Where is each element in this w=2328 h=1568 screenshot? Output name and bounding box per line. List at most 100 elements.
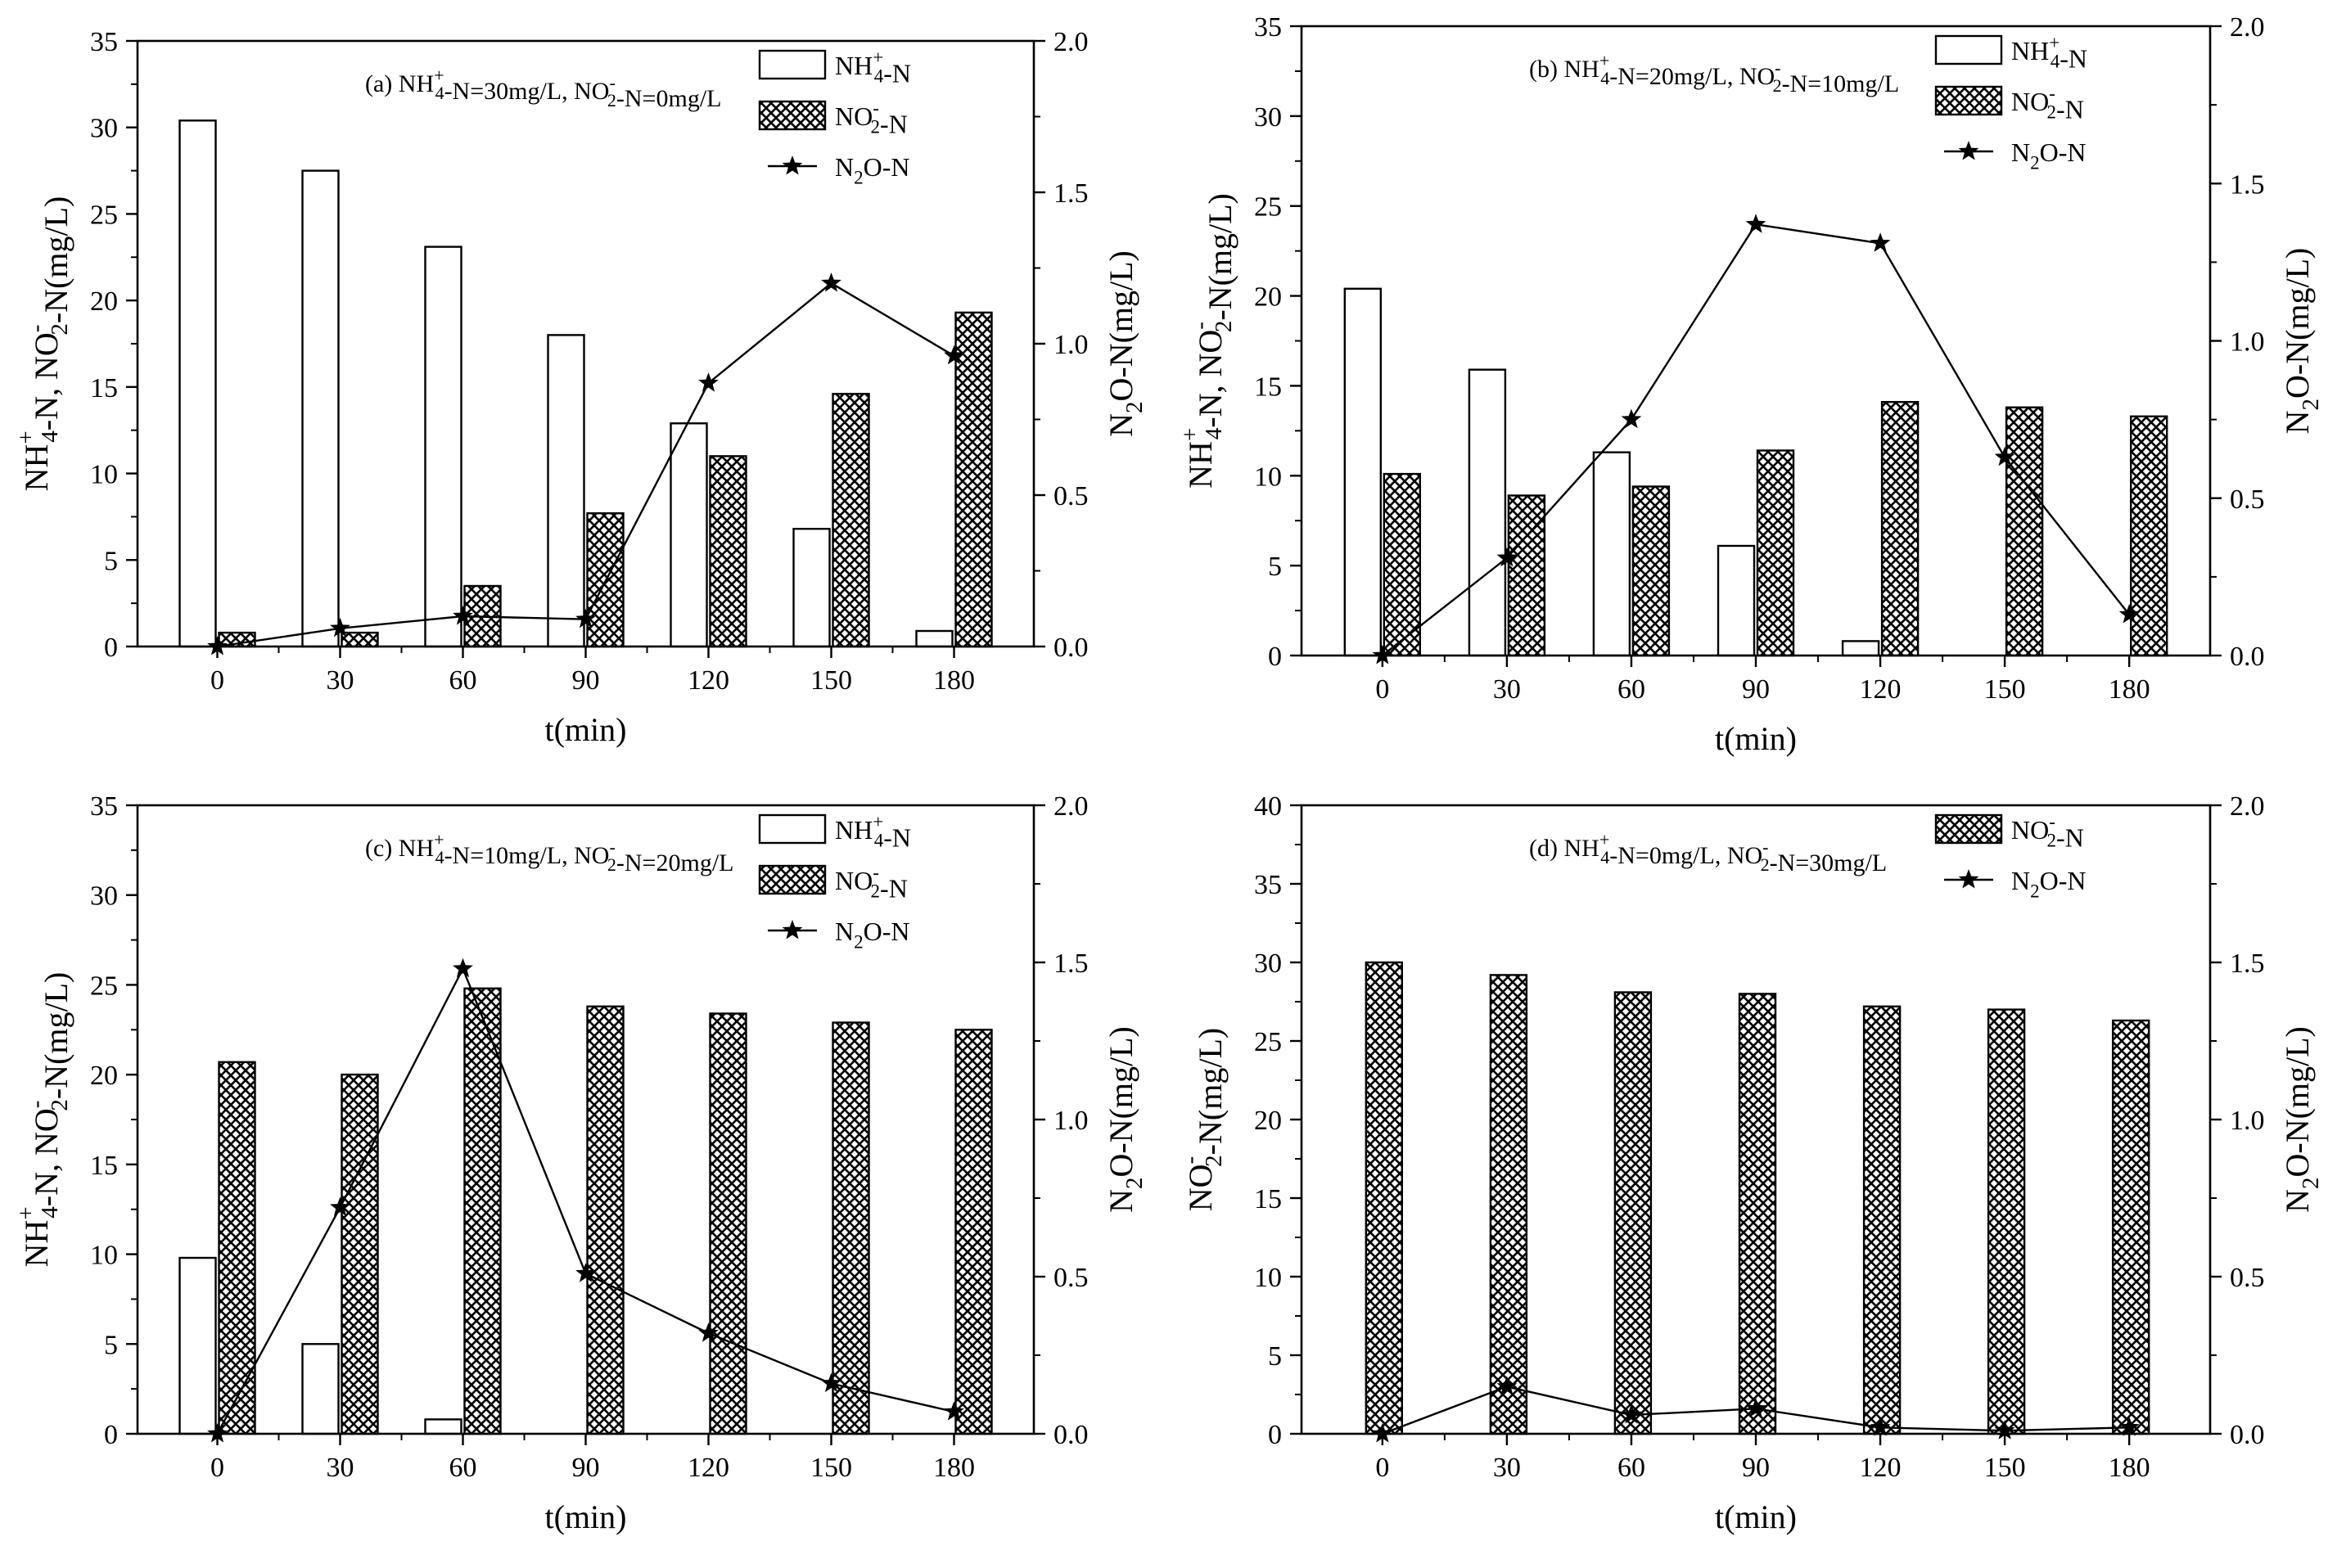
left-tick-label: 20 <box>1254 282 1282 313</box>
legend-label: NO-2-N <box>2011 83 2084 124</box>
x-tick-label: 120 <box>688 1453 729 1483</box>
x-axis-title: t(min) <box>1715 720 1797 757</box>
n2o-point-60 <box>453 957 473 978</box>
nitrite-bar-30 <box>1507 494 1546 657</box>
legend-swatch-ammonium <box>1934 34 2003 65</box>
ammonium-bar-0 <box>1343 287 1383 657</box>
x-tick-label: 90 <box>1742 1453 1770 1483</box>
legend-swatch-nitrite <box>1934 813 2003 845</box>
n2o-point-150 <box>1994 1420 2015 1440</box>
nitrite-bar-60 <box>463 987 502 1435</box>
legend-swatch-ammonium <box>758 49 827 80</box>
ammonium-bar-30 <box>301 1343 340 1435</box>
x-tick-label: 0 <box>210 1453 224 1483</box>
x-tick-label: 60 <box>1617 1453 1645 1483</box>
panel-annotation: (c) NH+ 4-N=10mg/L, NO-2-N=20mg/L <box>365 829 733 876</box>
nitrite-bar-180 <box>2129 415 2168 657</box>
legend-swatch-nitrite <box>758 864 827 895</box>
n2o-point-120 <box>1870 232 1891 252</box>
ammonium-bar-0 <box>178 1256 217 1435</box>
x-tick-label: 120 <box>1860 1453 1902 1483</box>
x-axis-title: t(min) <box>545 1498 627 1535</box>
nitrite-bar-150 <box>2005 406 2044 657</box>
nitrite-bar-90 <box>586 1005 625 1435</box>
legend-label: NO-2-N <box>835 98 908 139</box>
legend-label: N2O-N <box>835 152 909 188</box>
n2o-point-30 <box>330 1196 350 1216</box>
right-tick-label: 1.0 <box>1053 1106 1089 1136</box>
right-tick-label: 0.5 <box>2230 1263 2265 1293</box>
ammonium-bar-30 <box>1468 368 1507 657</box>
ammonium-bar-120 <box>1841 640 1880 657</box>
left-tick-label: 25 <box>1254 192 1282 223</box>
legend-label: N2O-N <box>835 917 909 953</box>
right-tick-label: 1.0 <box>2230 327 2265 358</box>
left-axis-title: NH+4-N, NO-2-N(mg/L) <box>13 196 74 492</box>
n2o-point-30 <box>330 617 350 638</box>
left-tick-label: 25 <box>90 200 118 230</box>
x-tick-label: 150 <box>810 1453 852 1483</box>
left-tick-label: 30 <box>1254 102 1282 133</box>
left-tick-label: 35 <box>1254 12 1282 43</box>
nitrite-bar-120 <box>709 1012 747 1435</box>
left-tick-label: 20 <box>90 286 118 317</box>
nitrite-bar-120 <box>709 455 747 648</box>
left-tick-label: 30 <box>90 114 118 144</box>
left-axis-title: NH+4-N, NO-2-N(mg/L) <box>13 972 74 1268</box>
left-axis-title: NH+4-N, NO-2-N(mg/L) <box>1177 193 1238 489</box>
n2o-point-180 <box>944 345 964 365</box>
x-tick-label: 90 <box>572 665 600 696</box>
left-tick-label: 15 <box>90 373 118 403</box>
right-tick-label: 2.0 <box>1053 27 1089 57</box>
n2o-point-90 <box>575 1263 596 1282</box>
n2o-point-180 <box>2118 604 2140 624</box>
x-tick-label: 120 <box>1860 674 1902 705</box>
right-tick-label: 0.5 <box>1053 1263 1089 1293</box>
x-tick-label: 0 <box>210 665 224 696</box>
left-tick-label: 10 <box>1254 1263 1282 1293</box>
left-tick-label: 30 <box>1254 948 1282 979</box>
n2o-point-60 <box>1621 408 1642 429</box>
x-tick-label: 180 <box>933 665 975 696</box>
x-tick-label: 180 <box>2109 1453 2150 1483</box>
n2o-point-120 <box>698 372 719 392</box>
left-tick-label: 0 <box>104 1420 118 1450</box>
legend-swatch-nitrite <box>1934 85 2003 116</box>
right-tick-label: 0.0 <box>1053 633 1089 663</box>
right-tick-label: 0.0 <box>1053 1420 1089 1450</box>
right-axis-title: N2O-N(mg/L) <box>1103 250 1148 437</box>
x-tick-label: 30 <box>327 1453 354 1483</box>
left-tick-label: 0 <box>104 633 118 663</box>
right-tick-label: 2.0 <box>2230 791 2265 822</box>
x-tick-label: 90 <box>1742 674 1770 705</box>
panel-annotation: (a) NH+ 4-N=30mg/L, NO-2-N=0mg/L <box>365 65 721 112</box>
x-axis-title: t(min) <box>545 711 627 748</box>
legend-label: N2O-N <box>2011 137 2086 173</box>
n2o-point-30 <box>1496 1376 1518 1395</box>
nitrite-bar-90 <box>1738 993 1777 1435</box>
panel-annotation: (b) NH+ 4-N=20mg/L, NO-2-N=10mg/L <box>1529 50 1899 97</box>
right-axis-title: N2O-N(mg/L) <box>1103 1026 1148 1213</box>
x-tick-label: 180 <box>933 1453 975 1483</box>
x-tick-label: 0 <box>1375 674 1389 705</box>
nitrite-bar-30 <box>341 1073 379 1435</box>
right-tick-label: 1.0 <box>1053 330 1089 360</box>
x-tick-label: 90 <box>572 1453 600 1483</box>
n2o-point-90 <box>1745 1398 1766 1417</box>
nitrite-bar-30 <box>1489 974 1528 1435</box>
left-tick-label: 0 <box>1268 1420 1282 1450</box>
n2o-point-60 <box>453 606 473 625</box>
left-tick-label: 5 <box>1268 552 1282 582</box>
legend-star-n2o <box>1958 869 1979 889</box>
x-tick-label: 30 <box>1493 1453 1521 1483</box>
right-tick-label: 0.0 <box>2230 1420 2265 1450</box>
chart-panel-a: 0 5 10 15 20 25 30 35 0.0 0.5 1.0 1.5 2.0 0 30 60 90 120 1… <box>13 27 1148 748</box>
left-tick-label: 15 <box>1254 1184 1282 1214</box>
x-tick-label: 0 <box>1375 1453 1389 1483</box>
left-tick-label: 10 <box>90 1241 118 1271</box>
left-tick-label: 5 <box>104 546 118 576</box>
n2o-point-90 <box>1745 214 1766 233</box>
chart-panel-d: 0 5 10 15 20 25 30 35 40 0.0 0.5 1.0 1.5 2.0 0 30 60 90 12… <box>1177 791 2324 1535</box>
right-tick-label: 1.5 <box>1053 178 1089 209</box>
